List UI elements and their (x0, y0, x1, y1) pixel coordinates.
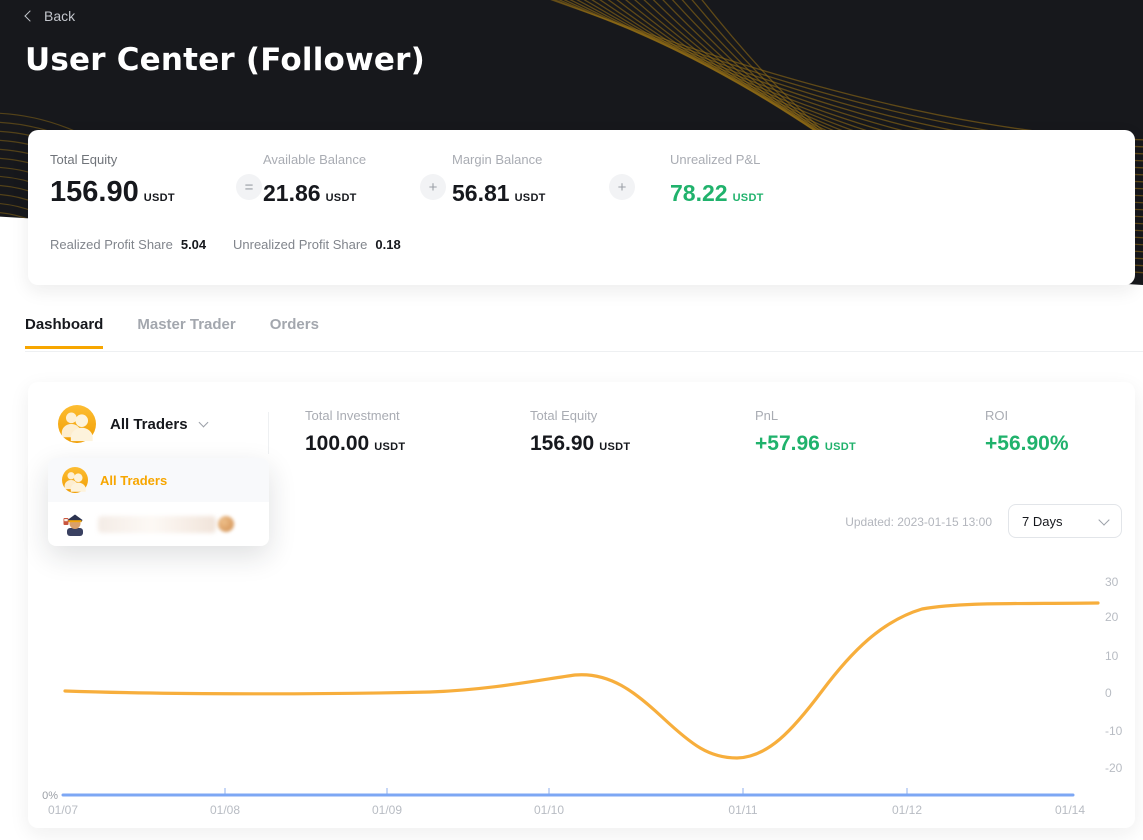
x-tick: 01/10 (534, 803, 564, 817)
stat-label: Total Equity (50, 152, 118, 167)
stat-unrealized-pnl: Unrealized P&L 78.22 USDT (670, 152, 764, 207)
y-tick: 0 (1105, 686, 1112, 700)
group-avatar-icon (62, 467, 88, 493)
plus-icon: + (609, 174, 635, 200)
x-tick: 01/07 (48, 803, 78, 817)
x-tick: 01/08 (210, 803, 240, 817)
realized-profit-share: Realized Profit Share 5.04 (50, 237, 207, 252)
x-tick: 01/12 (892, 803, 922, 817)
unrealized-profit-share: Unrealized Profit Share 0.18 (233, 237, 401, 252)
back-chevron-icon (24, 10, 36, 22)
updated-timestamp: Updated: 2023-01-15 13:00 (845, 515, 992, 529)
redacted-emoji (218, 516, 234, 532)
chevron-down-icon (198, 417, 208, 428)
y-tick: 10 (1105, 649, 1119, 663)
stat-value: 78.22 USDT (670, 180, 764, 206)
trader-selector[interactable]: All Traders (58, 405, 208, 443)
trader-dropdown: All Traders (48, 458, 269, 546)
tab-orders[interactable]: Orders (269, 316, 319, 333)
stat-label: Available Balance (263, 152, 367, 167)
pnl-line (63, 601, 1100, 760)
dashboard-card: All Traders Total Investment 100.00 USDT … (28, 382, 1135, 828)
redacted-trader-name (98, 515, 216, 533)
stat-value: 156.90 USDT (50, 176, 175, 208)
back-label: Back (44, 8, 76, 24)
stat-value: 21.86 USDT (263, 180, 357, 206)
group-avatar-icon (58, 405, 96, 443)
tab-bar: Dashboard Master Trader Orders (25, 316, 319, 349)
tabs-divider (25, 351, 1143, 352)
y-tick: 30 (1105, 575, 1119, 589)
trader-avatar-icon (63, 514, 83, 536)
x-tick: 01/14 (1055, 803, 1085, 817)
y-tick: -20 (1105, 761, 1123, 775)
tab-master-trader[interactable]: Master Trader (137, 316, 236, 333)
stat-value: 56.81 USDT (452, 180, 546, 206)
stat-label: Margin Balance (452, 152, 543, 167)
stat-total-equity: Total Equity 156.90 USDT (50, 152, 175, 209)
pnl-chart: 30 20 10 0 -10 -20 0% 01/07 01/08 01/09 (28, 545, 1135, 828)
equals-icon: = (236, 174, 262, 200)
stat-roi: ROI +56.90% (985, 408, 1069, 455)
chevron-down-icon (1098, 513, 1110, 526)
stat-total-equity-dash: Total Equity 156.90 USDT (530, 408, 631, 455)
tab-dashboard[interactable]: Dashboard (25, 316, 104, 349)
back-button[interactable]: Back (24, 8, 76, 24)
equity-summary-card: Total Equity 156.90 USDT = Available Bala… (28, 130, 1135, 285)
stat-margin-balance: Margin Balance 56.81 USDT (452, 152, 546, 207)
y-tick: 20 (1105, 610, 1119, 624)
y-tick: -10 (1105, 724, 1123, 738)
range-select[interactable]: 7 Days (1008, 504, 1122, 538)
dropdown-item-all-traders[interactable]: All Traders (48, 458, 269, 502)
baseline-label: 0% (42, 790, 58, 802)
plus-icon: + (420, 174, 446, 200)
trader-selector-label: All Traders (110, 415, 188, 433)
stat-pnl: PnL +57.96 USDT (755, 408, 856, 455)
stat-label: Unrealized P&L (670, 152, 761, 167)
x-tick: 01/11 (728, 803, 757, 817)
vertical-divider (268, 412, 269, 454)
range-select-value: 7 Days (1022, 513, 1063, 529)
page-title: User Center (Follower) (25, 42, 425, 78)
stat-available-balance: Available Balance 21.86 USDT (263, 152, 366, 207)
stat-total-investment: Total Investment 100.00 USDT (305, 408, 406, 455)
x-tick: 01/09 (372, 803, 402, 817)
dropdown-item-trader[interactable] (48, 502, 269, 546)
